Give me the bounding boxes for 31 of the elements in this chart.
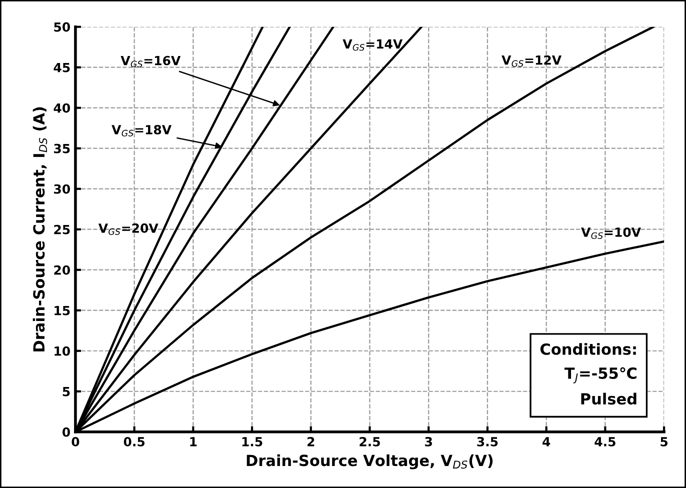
annotation: V$_{GS}$=18V: [112, 124, 172, 136]
annotation: V$_{GS}$=20V: [98, 223, 158, 235]
y-tick-label: 5: [62, 387, 70, 396]
annotation: V$_{GS}$=16V: [120, 56, 181, 68]
y-tick-label: 40: [54, 103, 70, 113]
annotation: V$_{GS}$=14V: [342, 39, 403, 51]
x-tick-label: 2: [308, 436, 314, 446]
y-tick-label: 45: [54, 62, 70, 72]
x-tick-label: 2.5: [360, 436, 380, 446]
y-tick-label: 15: [54, 306, 70, 316]
y-tick-label: 0: [62, 427, 70, 437]
x-tick-label: 3: [425, 436, 432, 446]
y-tick-label: 30: [54, 184, 70, 194]
x-tick-label: 5: [660, 437, 668, 446]
x-tick-label: 3.5: [477, 436, 498, 446]
annotation: V$_{GS}$=12V: [502, 55, 562, 67]
x-tick-label: 4: [542, 437, 550, 446]
y-tick-label: 10: [54, 346, 70, 356]
annotation: V$_{GS}$=10V: [581, 227, 641, 239]
x-tick-label: 4.5: [594, 437, 616, 446]
y-axis-title: Drain-Source Current, I$_{DS}$ (A): [32, 107, 48, 352]
x-tick-label: 0: [72, 436, 80, 446]
x-tick-label: 0.5: [124, 436, 145, 446]
x-axis-title: Drain-Source Voltage, V$_{DS}$(V): [246, 454, 493, 470]
annotation: Conditions: T$_{J}$=-55℃ Pulsed: [540, 343, 636, 405]
y-tick-label: 50: [54, 22, 70, 32]
y-tick-label: 25: [54, 224, 70, 234]
x-tick-label: 1: [190, 437, 197, 446]
y-tick-label: 20: [54, 265, 70, 275]
y-tick-label: 35: [54, 144, 70, 154]
x-tick-label: 1.5: [242, 437, 262, 446]
